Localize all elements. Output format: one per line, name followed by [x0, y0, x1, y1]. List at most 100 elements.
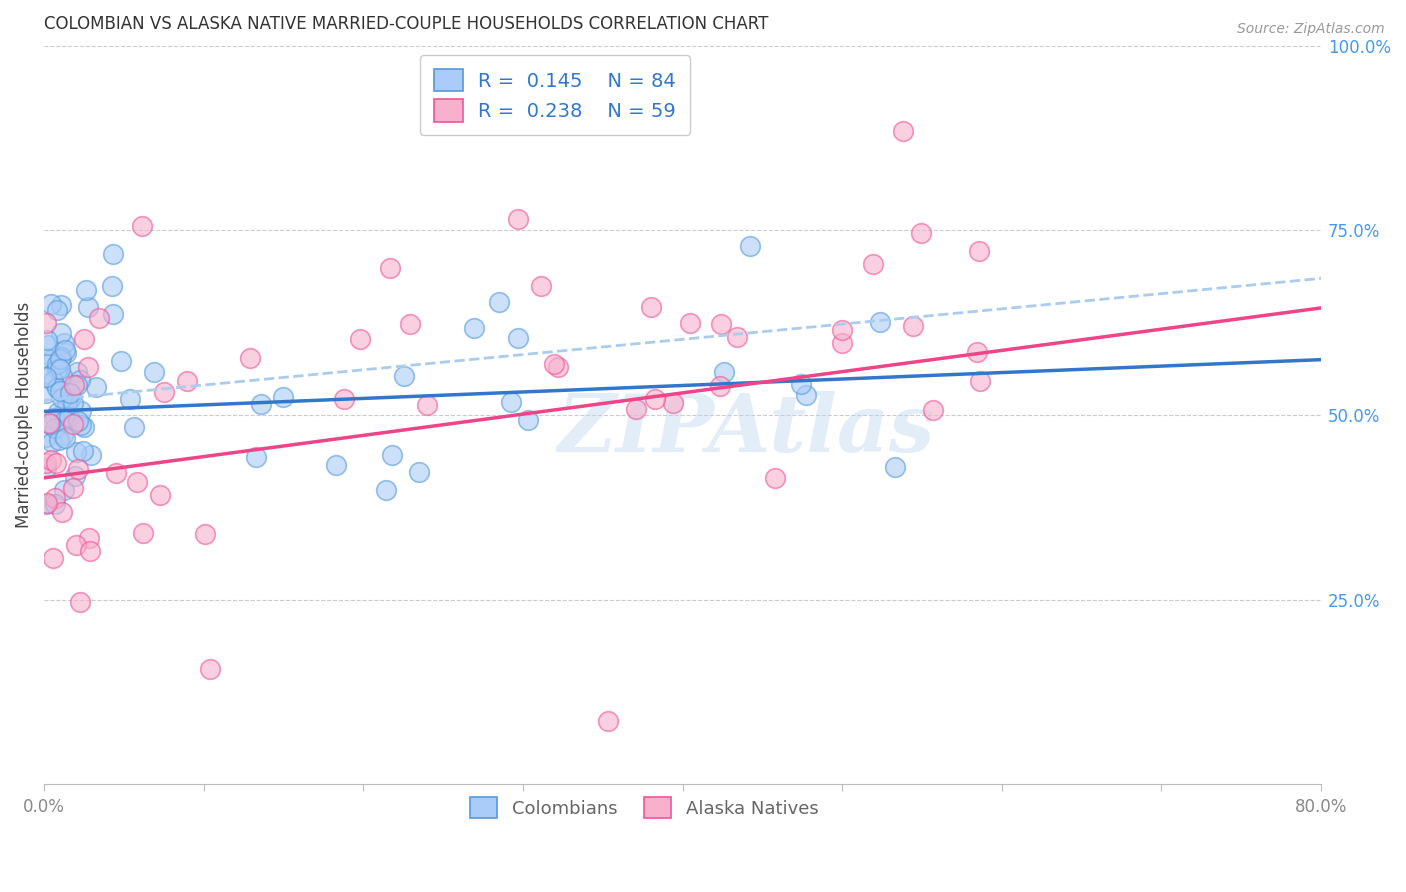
Point	[122, 420, 145, 434]
Point	[35, 333, 58, 347]
Point	[110, 353, 132, 368]
Text: ZIPAtlas: ZIPAtlas	[558, 391, 935, 468]
Point	[86, 380, 108, 394]
Point	[325, 458, 347, 472]
Point	[499, 394, 522, 409]
Point	[831, 322, 853, 336]
Point	[506, 331, 529, 345]
Point	[53, 404, 76, 418]
Point	[101, 307, 124, 321]
Point	[72, 443, 94, 458]
Point	[710, 318, 733, 332]
Point	[52, 427, 75, 442]
Point	[53, 343, 76, 357]
Point	[149, 488, 172, 502]
Point	[58, 409, 80, 424]
Point	[239, 351, 262, 365]
Point	[62, 417, 84, 432]
Point	[626, 401, 648, 416]
Point	[884, 459, 907, 474]
Point	[62, 396, 84, 410]
Point	[967, 244, 990, 259]
Point	[35, 497, 58, 511]
Point	[37, 338, 59, 352]
Point	[644, 392, 666, 406]
Point	[62, 482, 84, 496]
Point	[65, 538, 87, 552]
Point	[46, 362, 69, 376]
Point	[142, 365, 165, 379]
Point	[42, 374, 65, 388]
Point	[35, 370, 58, 384]
Point	[69, 373, 91, 387]
Y-axis label: Married-couple Households: Married-couple Households	[15, 301, 32, 528]
Point	[49, 384, 72, 398]
Point	[35, 461, 58, 475]
Point	[245, 450, 267, 464]
Point	[271, 390, 294, 404]
Point	[48, 433, 70, 447]
Point	[640, 301, 662, 315]
Point	[45, 357, 67, 371]
Point	[131, 219, 153, 234]
Point	[42, 550, 65, 565]
Point	[76, 360, 98, 375]
Text: Source: ZipAtlas.com: Source: ZipAtlas.com	[1237, 22, 1385, 37]
Point	[37, 496, 59, 510]
Point	[35, 316, 58, 330]
Point	[596, 714, 619, 728]
Point	[679, 316, 702, 330]
Point	[101, 279, 124, 293]
Point	[62, 378, 84, 392]
Point	[891, 124, 914, 138]
Point	[910, 226, 932, 240]
Point	[969, 374, 991, 388]
Point	[48, 361, 70, 376]
Point	[713, 366, 735, 380]
Point	[132, 526, 155, 541]
Point	[35, 456, 58, 470]
Point	[35, 386, 58, 401]
Point	[55, 345, 77, 359]
Point	[45, 456, 67, 470]
Point	[198, 662, 221, 676]
Point	[69, 417, 91, 432]
Point	[77, 531, 100, 545]
Point	[381, 448, 404, 462]
Point	[46, 302, 69, 317]
Point	[38, 417, 60, 432]
Point	[73, 420, 96, 434]
Point	[44, 421, 66, 435]
Point	[547, 360, 569, 375]
Point	[70, 404, 93, 418]
Point	[75, 283, 97, 297]
Point	[375, 483, 398, 498]
Point	[194, 527, 217, 541]
Point	[46, 381, 69, 395]
Point	[508, 212, 530, 227]
Point	[53, 335, 76, 350]
Point	[49, 298, 72, 312]
Point	[903, 319, 925, 334]
Point	[488, 294, 510, 309]
Point	[862, 257, 884, 271]
Point	[56, 395, 79, 409]
Point	[399, 318, 422, 332]
Point	[42, 411, 65, 425]
Point	[66, 378, 89, 392]
Point	[543, 357, 565, 371]
Point	[249, 396, 271, 410]
Point	[463, 321, 485, 335]
Point	[789, 376, 811, 391]
Point	[51, 368, 73, 383]
Point	[51, 391, 73, 405]
Point	[63, 468, 86, 483]
Point	[39, 368, 62, 383]
Point	[794, 387, 817, 401]
Point	[176, 374, 198, 388]
Point	[73, 332, 96, 346]
Point	[763, 471, 786, 485]
Point	[49, 352, 72, 367]
Point	[46, 405, 69, 419]
Point	[87, 311, 110, 326]
